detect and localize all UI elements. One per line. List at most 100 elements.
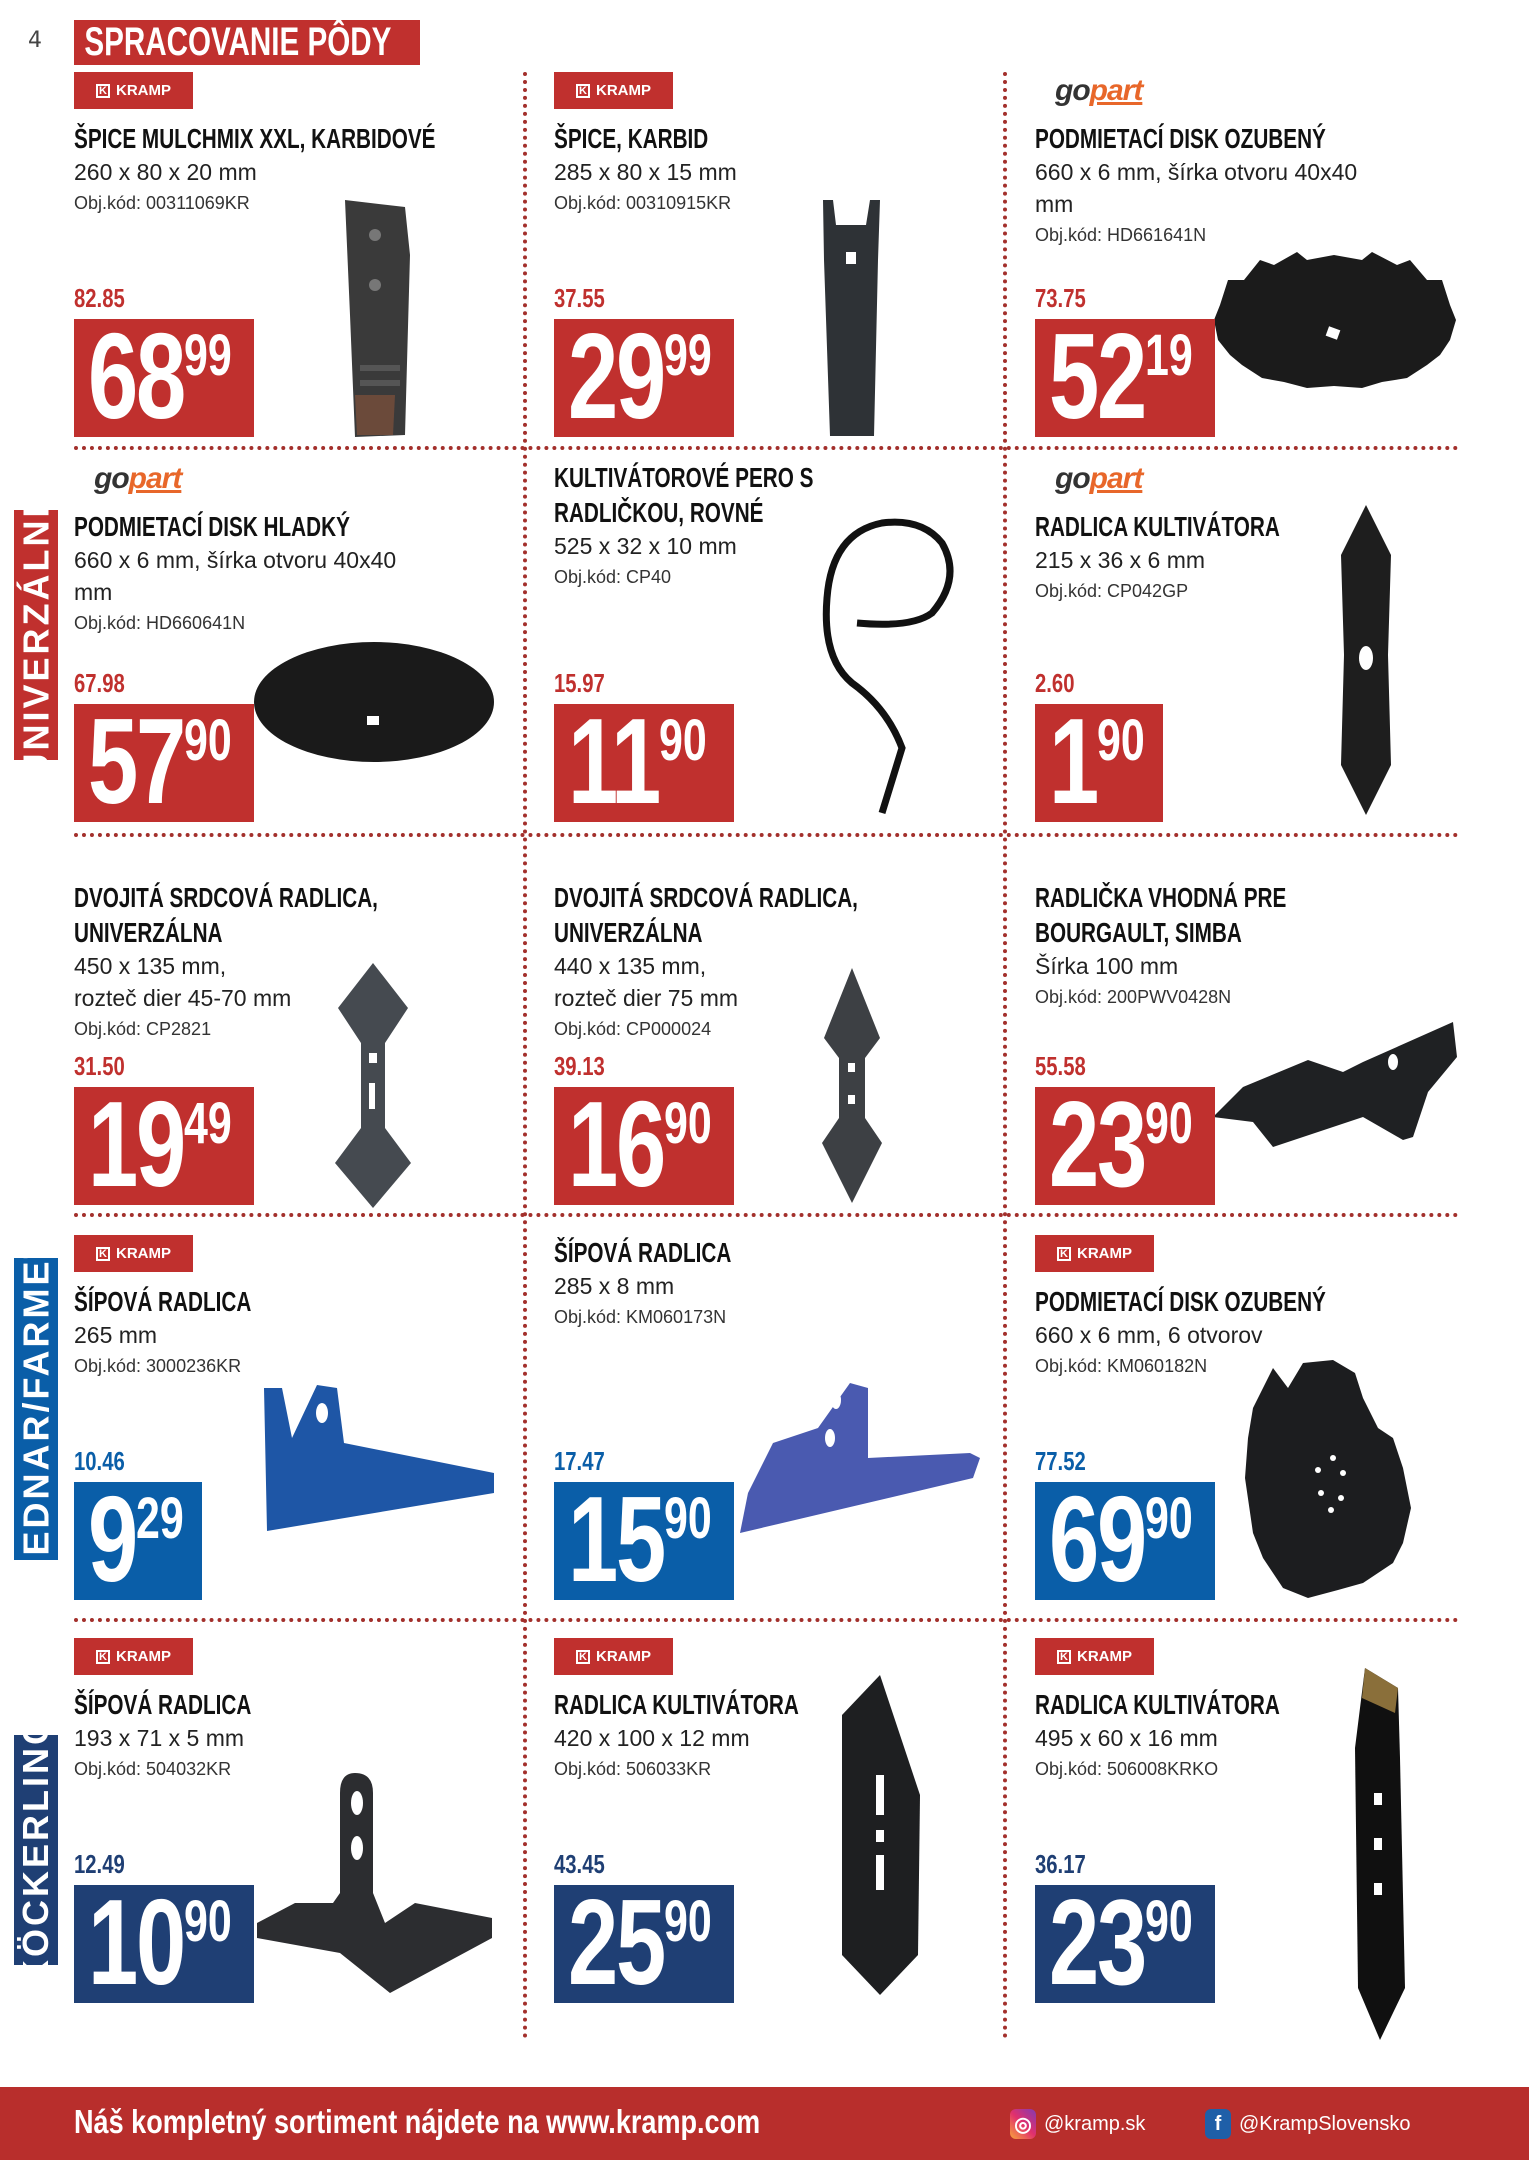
product-image	[822, 968, 882, 1203]
product-title: UNIVERZÁLNA	[74, 917, 223, 948]
product-specs: Šírka 100 mm	[1035, 953, 1179, 979]
product-card[interactable]: K KRAMP ŠPICE, KARBID 285 x 80 x 15 mm Obj.k…	[554, 72, 974, 218]
kramp-k-icon: K	[576, 1649, 590, 1664]
kramp-k-icon: K	[96, 1246, 110, 1261]
product-image	[335, 963, 411, 1208]
kramp-k-icon: K	[576, 83, 590, 98]
product-title: RADLICA KULTIVÁTORA	[1035, 511, 1280, 542]
kramp-logo: K KRAMP	[1035, 1235, 1154, 1272]
product-title: DVOJITÁ SRDCOVÁ RADLICA,	[74, 882, 378, 913]
product-image	[740, 1383, 980, 1533]
product-card[interactable]: ŠÍPOVÁ RADLICA 285 x 8 mm Obj.kód: KM06017…	[554, 1235, 974, 1332]
price-integer: 19	[88, 1087, 186, 1205]
product-code: Obj.kód: 3000236KR	[74, 1356, 242, 1376]
product-card[interactable]: K KRAMP ŠÍPOVÁ RADLICA 265 mm Obj.kód: 30002…	[74, 1235, 494, 1381]
product-title: ŠPICE, KARBID	[554, 123, 709, 154]
product-code: Obj.kód: CP40	[554, 567, 672, 587]
price-integer: 15	[568, 1482, 666, 1600]
product-code: Obj.kód: HD661641N	[1035, 225, 1207, 245]
product-title: ŠPICE MULCHMIX XXL, KARBIDOVÉ	[74, 123, 436, 154]
product-image	[1245, 1360, 1411, 1598]
page-title: SPRACOVANIE PÔDY	[74, 20, 420, 65]
price-cents: 90	[663, 1486, 712, 1551]
row-divider	[74, 1213, 1459, 1217]
product-specs: 525 x 32 x 10 mm	[554, 533, 737, 559]
price-tag: 1949	[74, 1087, 254, 1205]
column-divider	[523, 72, 527, 2040]
product-title: PODMIETACÍ DISK OZUBENÝ	[1035, 1286, 1326, 1317]
product-image	[1214, 252, 1456, 388]
price-cents: 99	[663, 323, 712, 388]
product-specs: 193 x 71 x 5 mm	[74, 1725, 245, 1751]
price-tag: 2999	[554, 319, 734, 437]
price-tag: 1590	[554, 1482, 734, 1600]
price-cents: 49	[183, 1091, 232, 1156]
price-cents: 90	[1144, 1486, 1193, 1551]
old-price: 31.50	[74, 1051, 125, 1081]
product-specs: 450 x 135 mm,	[74, 953, 227, 979]
price-cents: 90	[1144, 1091, 1193, 1156]
product-specs: 660 x 6 mm, 6 otvorov	[1035, 1322, 1263, 1348]
price-tag: 6990	[1035, 1482, 1215, 1600]
old-price: 55.58	[1035, 1051, 1086, 1081]
product-image	[842, 1675, 920, 1995]
product-specs: 660 x 6 mm, šírka otvoru 40x40	[1035, 159, 1358, 185]
product-image	[1355, 1668, 1405, 2040]
product-specs: 420 x 100 x 12 mm	[554, 1725, 750, 1751]
product-specs: 285 x 8 mm	[554, 1273, 675, 1299]
instagram-icon: ◎	[1010, 2109, 1036, 2139]
price-cents: 29	[135, 1486, 184, 1551]
product-specs: mm	[1035, 191, 1074, 217]
product-card[interactable]: gopart RADLICA KULTIVÁTORA 215 x 36 x 6 mm…	[1035, 460, 1455, 606]
product-card[interactable]: gopart PODMIETACÍ DISK HLADKÝ 660 x 6 mm, …	[74, 460, 494, 638]
product-title: ŠÍPOVÁ RADLICA	[74, 1286, 252, 1317]
price-tag: 2390	[1035, 1885, 1215, 2003]
price-integer: 69	[1049, 1482, 1147, 1600]
product-specs: 285 x 80 x 15 mm	[554, 159, 737, 185]
old-price: 39.13	[554, 1051, 605, 1081]
instagram-link[interactable]: ◎ @kramp.sk	[1010, 2109, 1145, 2139]
product-card[interactable]: K KRAMP ŠÍPOVÁ RADLICA 193 x 71 x 5 mm Obj.k…	[74, 1638, 494, 1784]
old-price: 2.60	[1035, 668, 1075, 698]
footer: Náš kompletný sortiment nájdete na www.k…	[0, 2087, 1529, 2160]
price-cents: 90	[1144, 1889, 1193, 1954]
product-specs: 265 mm	[74, 1322, 158, 1348]
product-card[interactable]: KULTIVÁTOROVÉ PERO S RADLIČKOU, ROVNÉ 525 …	[554, 460, 974, 592]
product-card[interactable]: K KRAMP RADLICA KULTIVÁTORA 420 x 100 x 12 …	[554, 1638, 974, 1784]
product-title: DVOJITÁ SRDCOVÁ RADLICA,	[554, 882, 858, 913]
facebook-link[interactable]: f @KrampSlovensko	[1205, 2109, 1410, 2139]
old-price: 37.55	[554, 283, 605, 313]
kramp-logo: K KRAMP	[554, 72, 673, 109]
product-code: Obj.kód: 504032KR	[74, 1759, 232, 1779]
product-card[interactable]: K KRAMP PODMIETACÍ DISK OZUBENÝ 660 x 6 mm,…	[1035, 1235, 1455, 1381]
price-tag: 1190	[554, 704, 734, 822]
product-card[interactable]: gopart PODMIETACÍ DISK OZUBENÝ 660 x 6 mm,…	[1035, 72, 1455, 250]
price-cents: 90	[183, 1889, 232, 1954]
product-specs: 660 x 6 mm, šírka otvoru 40x40	[74, 547, 397, 573]
price-cents: 90	[663, 1889, 712, 1954]
price-cents: 19	[1144, 323, 1193, 388]
product-title: KULTIVÁTOROVÉ PERO S	[554, 462, 814, 493]
product-card[interactable]: DVOJITÁ SRDCOVÁ RADLICA, UNIVERZÁLNA 440 x…	[554, 880, 974, 1044]
product-card[interactable]: RADLIČKA VHODNÁ PRE BOURGAULT, SIMBA Šírka…	[1035, 880, 1455, 1012]
product-card[interactable]: K KRAMP RADLICA KULTIVÁTORA 495 x 60 x 16 m…	[1035, 1638, 1455, 1784]
price-integer: 10	[88, 1885, 186, 2003]
product-specs: rozteč dier 45-70 mm	[74, 985, 292, 1011]
product-card[interactable]: K KRAMP ŠPICE MULCHMIX XXL, KARBIDOVÉ 260 x…	[74, 72, 494, 218]
product-title: RADLIČKA VHODNÁ PRE	[1035, 882, 1287, 913]
product-specs: 495 x 60 x 16 mm	[1035, 1725, 1218, 1751]
price-tag: 2390	[1035, 1087, 1215, 1205]
price-tag: 190	[1035, 704, 1163, 822]
product-card[interactable]: DVOJITÁ SRDCOVÁ RADLICA, UNIVERZÁLNA 450 x…	[74, 880, 494, 1044]
kramp-k-icon: K	[96, 83, 110, 98]
facebook-handle: @KrampSlovensko	[1239, 2112, 1411, 2135]
old-price: 43.45	[554, 1849, 605, 1879]
gopart-logo: gopart	[94, 462, 182, 495]
price-tag: 1090	[74, 1885, 254, 2003]
column-divider	[1003, 72, 1007, 2040]
product-title: PODMIETACÍ DISK HLADKÝ	[74, 511, 350, 542]
category-label-univerzalne: UNIVERZÁLNE	[14, 490, 58, 780]
old-price: 17.47	[554, 1446, 605, 1476]
footer-message[interactable]: Náš kompletný sortiment nájdete na www.k…	[74, 2103, 761, 2140]
product-image	[345, 200, 410, 437]
